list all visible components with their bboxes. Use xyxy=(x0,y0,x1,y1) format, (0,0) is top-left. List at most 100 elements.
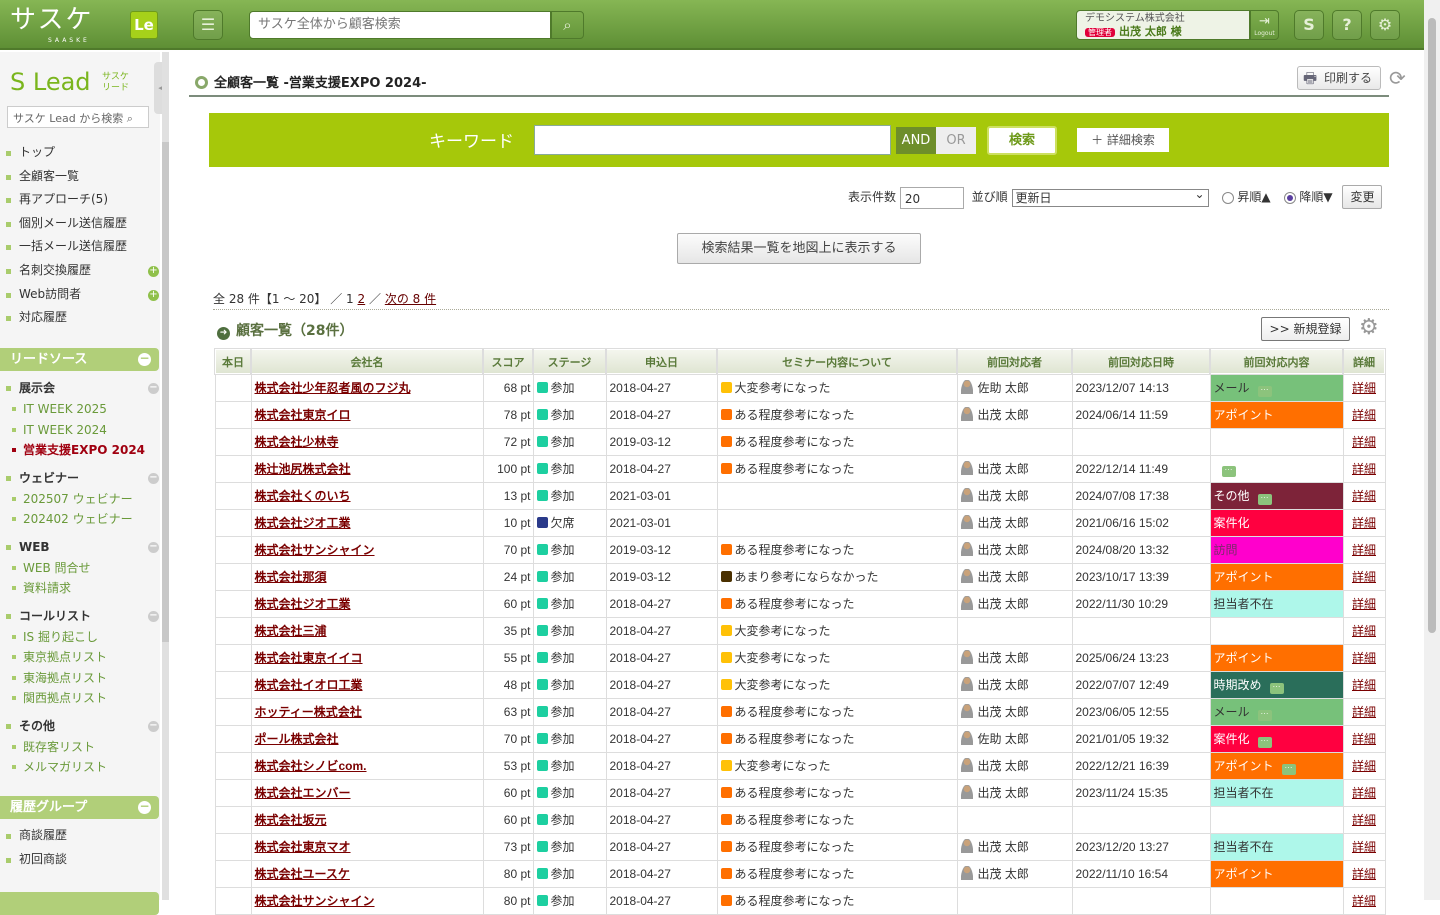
collapse-icon[interactable]: − xyxy=(148,471,159,484)
history-group-header[interactable]: 履歴グループ − xyxy=(0,796,159,819)
company-link[interactable]: 株式会社イオロ工業 xyxy=(254,678,363,692)
comment-icon[interactable]: ··· xyxy=(1257,709,1272,721)
column-header[interactable]: 前回対応者 xyxy=(956,348,1073,375)
detail-link[interactable]: 詳細 xyxy=(1351,651,1376,665)
company-link[interactable]: 株式会社三浦 xyxy=(254,624,327,638)
sidebar-item[interactable]: 商談履歴 xyxy=(0,824,160,848)
message-icon[interactable]: ☰ xyxy=(193,10,223,40)
next-page-link[interactable]: 次の 8 件 xyxy=(384,292,437,306)
sidebar-item[interactable]: 全顧客一覧 xyxy=(0,165,160,189)
add-icon[interactable]: + xyxy=(148,265,159,277)
lead-search-input[interactable]: サスケ Lead から検索 ⌕ xyxy=(7,106,149,128)
sidebar-subitem[interactable]: WEB 問合せ xyxy=(0,558,160,579)
page-2-link[interactable]: 2 xyxy=(357,292,366,306)
sidebar-item[interactable]: 名刺交換履歴 xyxy=(0,259,160,283)
detail-link[interactable]: 詳細 xyxy=(1351,516,1376,530)
company-link[interactable]: 株式会社サンシャイン xyxy=(254,543,375,557)
sidebar-subitem[interactable]: IS 掘り起こし xyxy=(0,627,160,648)
help-icon[interactable]: ? xyxy=(1332,10,1362,40)
detail-link[interactable]: 詳細 xyxy=(1351,840,1376,854)
detail-link[interactable]: 詳細 xyxy=(1351,813,1376,827)
detail-link[interactable]: 詳細 xyxy=(1351,435,1376,449)
company-link[interactable]: ホッティー株式会社 xyxy=(254,705,362,719)
detail-link[interactable]: 詳細 xyxy=(1351,570,1376,584)
sidebar-item[interactable]: 個別メール送信履歴 xyxy=(0,212,160,236)
and-toggle[interactable]: AND xyxy=(896,127,936,154)
collapse-icon[interactable]: − xyxy=(138,351,151,366)
comment-icon[interactable]: ··· xyxy=(1257,385,1272,397)
app-switcher-button[interactable]: Le xyxy=(130,11,158,39)
sidebar-subitem[interactable]: 関西拠点リスト xyxy=(0,688,160,709)
detail-link[interactable]: 詳細 xyxy=(1351,786,1376,800)
sidebar-group-title[interactable]: 展示会 − xyxy=(0,378,160,399)
comment-icon[interactable]: ··· xyxy=(1281,763,1296,775)
sidebar-subitem[interactable]: メルマガリスト xyxy=(0,757,160,778)
sidebar-item[interactable]: トップ xyxy=(0,141,160,165)
keyword-input[interactable] xyxy=(534,125,891,155)
detail-link[interactable]: 詳細 xyxy=(1351,759,1376,773)
add-icon[interactable]: + xyxy=(148,288,159,301)
company-link[interactable]: 株式会社少年忍者風のフジ丸 xyxy=(254,381,411,396)
company-link[interactable]: 株式会社ユースケ xyxy=(254,867,350,881)
company-link[interactable]: 株辻池尻株式会社 xyxy=(254,462,351,476)
detail-link[interactable]: 詳細 xyxy=(1351,867,1376,881)
sidebar-subitem[interactable]: 東京拠点リスト xyxy=(0,647,160,668)
company-link[interactable]: 株式会社那須 xyxy=(254,570,327,584)
sidebar-item[interactable]: 初回商談 xyxy=(0,848,160,872)
sidebar-subitem[interactable]: 資料請求 xyxy=(0,578,160,599)
comment-icon[interactable]: ··· xyxy=(1257,493,1272,505)
sidebar-item[interactable]: 対応履歴 xyxy=(0,306,160,330)
column-header[interactable]: セミナー内容について xyxy=(716,348,958,375)
search-button[interactable]: 検索 xyxy=(987,126,1057,155)
sidebar-group-title[interactable]: コールリスト − xyxy=(0,606,160,627)
advanced-search-button[interactable]: ＋ 詳細検索 xyxy=(1077,128,1169,152)
new-register-button[interactable]: >> 新規登録 xyxy=(1261,317,1350,341)
company-link[interactable]: 株式会社くのいち xyxy=(254,489,351,503)
column-header[interactable]: スコア xyxy=(482,348,534,375)
desc-radio[interactable] xyxy=(1284,191,1297,204)
sidebar-subitem[interactable]: 営業支援EXPO 2024 xyxy=(0,440,160,461)
company-link[interactable]: 株式会社東京マオ xyxy=(254,840,351,854)
detail-link[interactable]: 詳細 xyxy=(1351,705,1376,719)
count-input[interactable]: 20 xyxy=(899,186,964,209)
sidebar-item[interactable]: 再アプローチ(5) xyxy=(0,188,160,212)
list-settings-gear-icon[interactable]: ⚙ xyxy=(1359,315,1379,340)
asc-radio[interactable] xyxy=(1222,191,1235,204)
sidebar-subitem[interactable]: 202507 ウェビナー xyxy=(0,489,160,510)
refresh-icon[interactable]: ⟳ xyxy=(1389,66,1406,90)
or-toggle[interactable]: OR xyxy=(936,127,976,154)
detail-link[interactable]: 詳細 xyxy=(1351,489,1376,503)
company-link[interactable]: 株式会社シノビcom. xyxy=(254,759,367,773)
comment-icon[interactable]: ··· xyxy=(1221,465,1236,477)
detail-link[interactable]: 詳細 xyxy=(1351,597,1376,611)
company-link[interactable]: 株式会社エンバー xyxy=(254,786,351,800)
column-header[interactable]: 詳細 xyxy=(1342,348,1386,375)
saaske-home-icon[interactable]: S xyxy=(1294,10,1324,40)
sidebar-scrollbar[interactable] xyxy=(162,52,169,900)
saaske-logo[interactable]: サスケ SAASKE xyxy=(10,6,93,44)
sort-select[interactable]: 更新日 xyxy=(1011,186,1209,207)
sidebar-item[interactable]: Web訪問者 xyxy=(0,283,160,307)
column-header[interactable]: 前回対応内容 xyxy=(1209,348,1344,375)
detail-link[interactable]: 詳細 xyxy=(1351,462,1376,476)
detail-link[interactable]: 詳細 xyxy=(1351,678,1376,692)
sidebar-group-title[interactable]: ウェビナー − xyxy=(0,468,160,489)
company-link[interactable]: 株式会社東京イロ xyxy=(254,408,351,422)
collapse-icon[interactable]: − xyxy=(148,609,159,622)
column-header[interactable]: 本日 xyxy=(214,348,252,375)
company-link[interactable]: ポール株式会社 xyxy=(254,732,339,746)
sidebar-group-title[interactable]: WEB − xyxy=(0,537,160,558)
scrollbar-thumb[interactable] xyxy=(1428,18,1436,633)
detail-link[interactable]: 詳細 xyxy=(1351,624,1376,638)
column-header[interactable]: 会社名 xyxy=(250,348,484,375)
detail-link[interactable]: 詳細 xyxy=(1351,408,1376,422)
detail-link[interactable]: 詳細 xyxy=(1351,732,1376,746)
sidebar-group-title[interactable]: その他 − xyxy=(0,716,160,737)
sidebar-subitem[interactable]: 東海拠点リスト xyxy=(0,668,160,689)
collapse-icon[interactable]: − xyxy=(148,719,159,732)
sidebar-subitem[interactable]: 202402 ウェビナー xyxy=(0,509,160,530)
company-link[interactable]: 株式会社坂元 xyxy=(254,813,327,827)
column-header[interactable]: ステージ xyxy=(532,348,607,375)
column-header[interactable]: 申込日 xyxy=(605,348,718,375)
logout-button[interactable]: ⇥ Logout xyxy=(1250,10,1279,40)
